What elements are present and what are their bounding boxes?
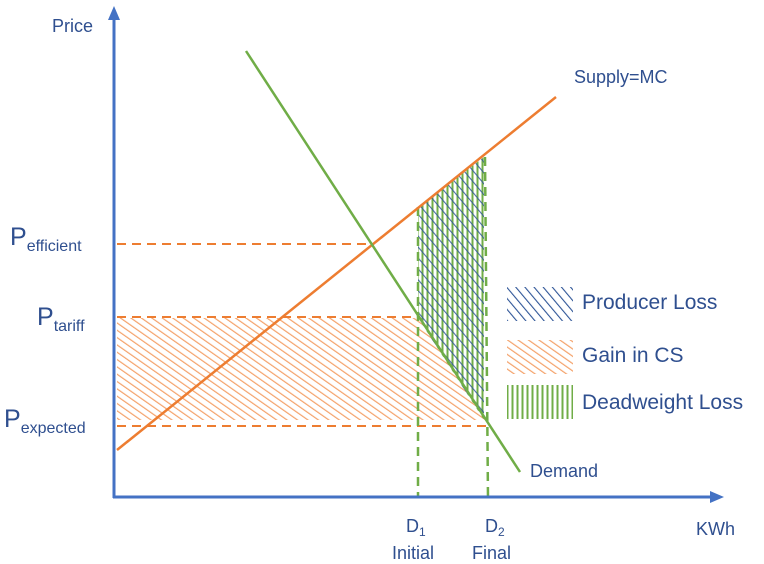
y-axis-label: Price	[52, 16, 93, 36]
legend-swatch-gain-in-cs	[507, 340, 573, 374]
d2-dashed-line	[483, 156, 490, 501]
legend-swatch-producer-loss	[507, 287, 573, 321]
legend-label-producer-loss: Producer Loss	[582, 291, 717, 314]
p-efficient-label: Pefficient	[10, 223, 82, 255]
p-expected-label: Pexpected	[4, 405, 86, 437]
d2-sub: 2	[498, 525, 505, 539]
p-efficient-sub: efficient	[27, 238, 82, 255]
d1-caption: Initial	[392, 543, 434, 563]
d2-main: D	[485, 516, 498, 536]
d1-label: D1	[406, 516, 426, 539]
supply-curve	[116, 96, 557, 451]
supply-label: Supply=MC	[574, 67, 668, 87]
legend: Producer Loss Gain in CS Deadweight Loss	[507, 287, 743, 419]
demand-curve	[244, 50, 522, 473]
p-efficient-main: P	[10, 223, 27, 251]
legend-swatch-deadweight-loss	[507, 385, 573, 419]
p-expected-main: P	[4, 405, 21, 433]
p-tariff-main: P	[37, 303, 54, 331]
legend-label-deadweight-loss: Deadweight Loss	[582, 391, 743, 414]
legend-label-gain-in-cs: Gain in CS	[582, 344, 684, 367]
d2-caption: Final	[472, 543, 511, 563]
producer-loss-area	[418, 157, 484, 420]
p-tariff-label: Ptariff	[37, 303, 85, 335]
y-axis-arrow	[108, 6, 120, 20]
gain-in-cs-area	[117, 318, 487, 420]
d1-sub: 1	[419, 525, 426, 539]
x-axis-label: KWh	[696, 519, 735, 539]
p-tariff-sub: tariff	[54, 318, 85, 335]
p-expected-sub: expected	[21, 420, 86, 437]
d2-label: D2	[485, 516, 505, 539]
x-axis-arrow	[710, 491, 724, 503]
demand-label: Demand	[530, 461, 598, 481]
d1-main: D	[406, 516, 419, 536]
